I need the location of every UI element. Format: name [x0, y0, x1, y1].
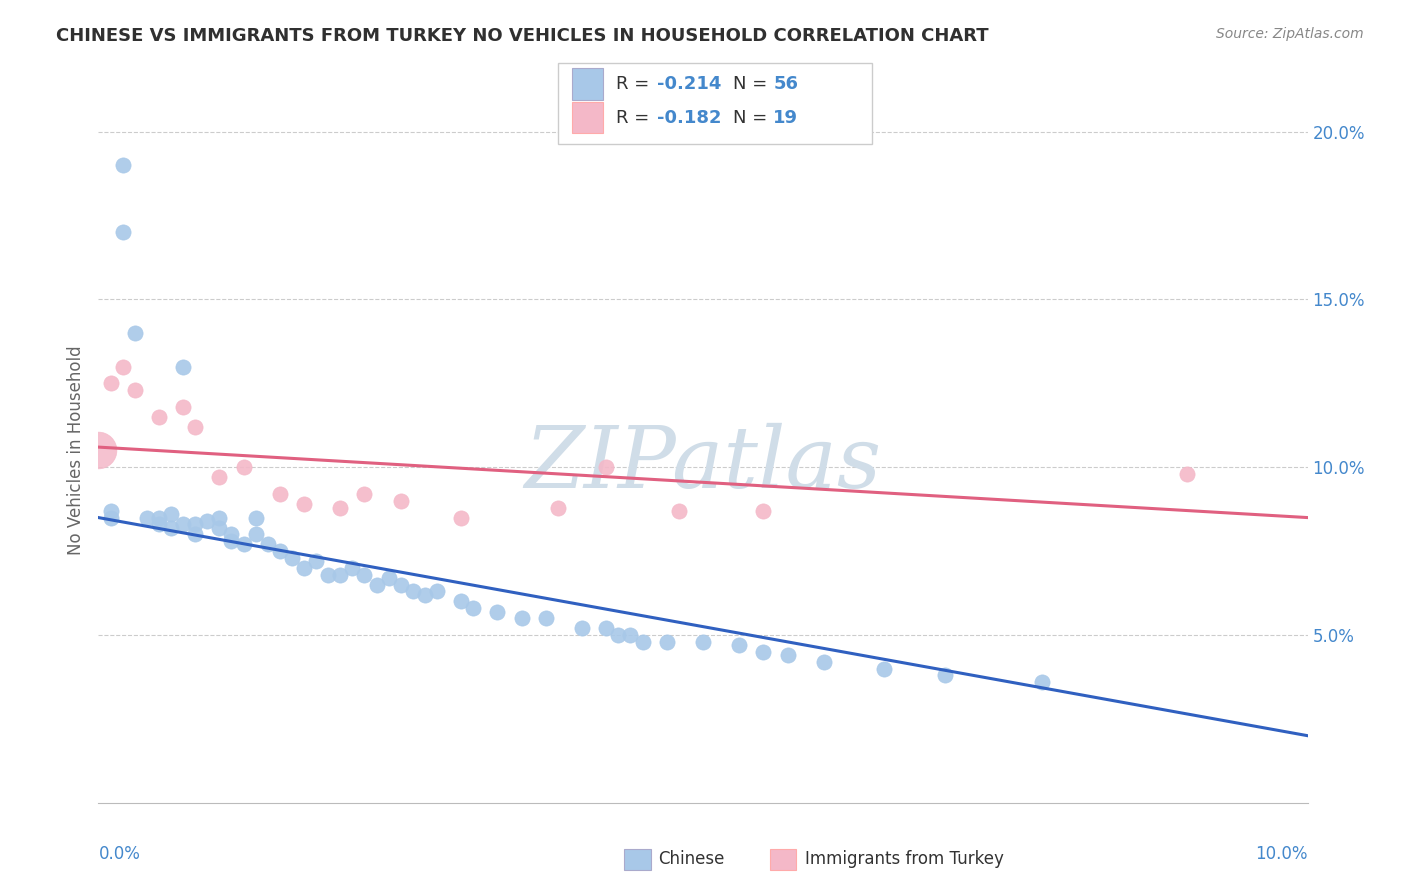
Point — [873, 662, 896, 676]
Point — [329, 500, 352, 515]
Point — [934, 668, 956, 682]
Point — [124, 326, 146, 340]
Point — [631, 634, 654, 648]
Point — [111, 158, 134, 172]
Point — [100, 504, 122, 518]
Point — [221, 527, 243, 541]
Point — [776, 648, 799, 662]
Point — [655, 634, 678, 648]
Point — [377, 571, 399, 585]
Point — [100, 376, 122, 391]
Point — [245, 510, 267, 524]
Point — [1031, 675, 1053, 690]
Point — [269, 487, 291, 501]
Point — [510, 611, 533, 625]
Text: Immigrants from Turkey: Immigrants from Turkey — [804, 850, 1004, 868]
Point — [111, 359, 134, 374]
Point — [172, 517, 194, 532]
Point — [172, 359, 194, 374]
Point — [353, 487, 375, 501]
Point — [292, 561, 315, 575]
Text: 19: 19 — [773, 109, 799, 127]
FancyBboxPatch shape — [624, 848, 651, 870]
Point — [195, 514, 218, 528]
Point — [571, 621, 593, 635]
Point — [728, 638, 751, 652]
Point — [619, 628, 641, 642]
Point — [607, 628, 630, 642]
Text: -0.214: -0.214 — [657, 75, 721, 93]
Text: N =: N = — [734, 75, 773, 93]
Point — [208, 470, 231, 484]
Point — [463, 601, 485, 615]
Point — [232, 460, 254, 475]
Text: Chinese: Chinese — [658, 850, 724, 868]
Text: N =: N = — [734, 109, 773, 127]
Point — [148, 517, 170, 532]
Point — [426, 584, 449, 599]
Point — [813, 655, 835, 669]
Point — [595, 621, 617, 635]
Point — [450, 510, 472, 524]
FancyBboxPatch shape — [769, 848, 796, 870]
Point — [486, 605, 509, 619]
Point — [353, 567, 375, 582]
Point — [389, 493, 412, 508]
Point — [547, 500, 569, 515]
Point — [269, 544, 291, 558]
Point — [184, 420, 207, 434]
Point — [342, 561, 364, 575]
Point — [245, 527, 267, 541]
Point — [292, 497, 315, 511]
Point — [87, 443, 110, 458]
Y-axis label: No Vehicles in Household: No Vehicles in Household — [66, 345, 84, 556]
Point — [595, 460, 617, 475]
Text: -0.182: -0.182 — [657, 109, 721, 127]
Point — [148, 409, 170, 424]
Point — [1175, 467, 1198, 481]
Point — [534, 611, 557, 625]
Point — [752, 504, 775, 518]
FancyBboxPatch shape — [572, 102, 603, 133]
Point — [668, 504, 690, 518]
Point — [221, 534, 243, 549]
Point — [148, 510, 170, 524]
Point — [208, 521, 231, 535]
Point — [329, 567, 352, 582]
Point — [402, 584, 425, 599]
Point — [111, 225, 134, 239]
Point — [389, 577, 412, 591]
FancyBboxPatch shape — [572, 68, 603, 100]
Point — [256, 537, 278, 551]
Point — [160, 507, 183, 521]
Point — [184, 527, 207, 541]
Point — [172, 400, 194, 414]
Point — [305, 554, 328, 568]
Point — [413, 588, 436, 602]
Point — [450, 594, 472, 608]
Point — [160, 521, 183, 535]
Point — [100, 510, 122, 524]
Point — [184, 517, 207, 532]
Point — [366, 577, 388, 591]
Point — [281, 550, 304, 565]
Point — [135, 510, 157, 524]
Point — [752, 645, 775, 659]
Text: CHINESE VS IMMIGRANTS FROM TURKEY NO VEHICLES IN HOUSEHOLD CORRELATION CHART: CHINESE VS IMMIGRANTS FROM TURKEY NO VEH… — [56, 27, 988, 45]
Text: R =: R = — [616, 109, 655, 127]
Text: 56: 56 — [773, 75, 799, 93]
Point — [316, 567, 339, 582]
Point — [208, 510, 231, 524]
FancyBboxPatch shape — [558, 62, 872, 144]
Text: 0.0%: 0.0% — [98, 845, 141, 863]
Text: R =: R = — [616, 75, 655, 93]
Point — [232, 537, 254, 551]
Text: 10.0%: 10.0% — [1256, 845, 1308, 863]
Point — [124, 383, 146, 397]
Text: Source: ZipAtlas.com: Source: ZipAtlas.com — [1216, 27, 1364, 41]
Point — [692, 634, 714, 648]
Text: ZIPatlas: ZIPatlas — [524, 423, 882, 506]
